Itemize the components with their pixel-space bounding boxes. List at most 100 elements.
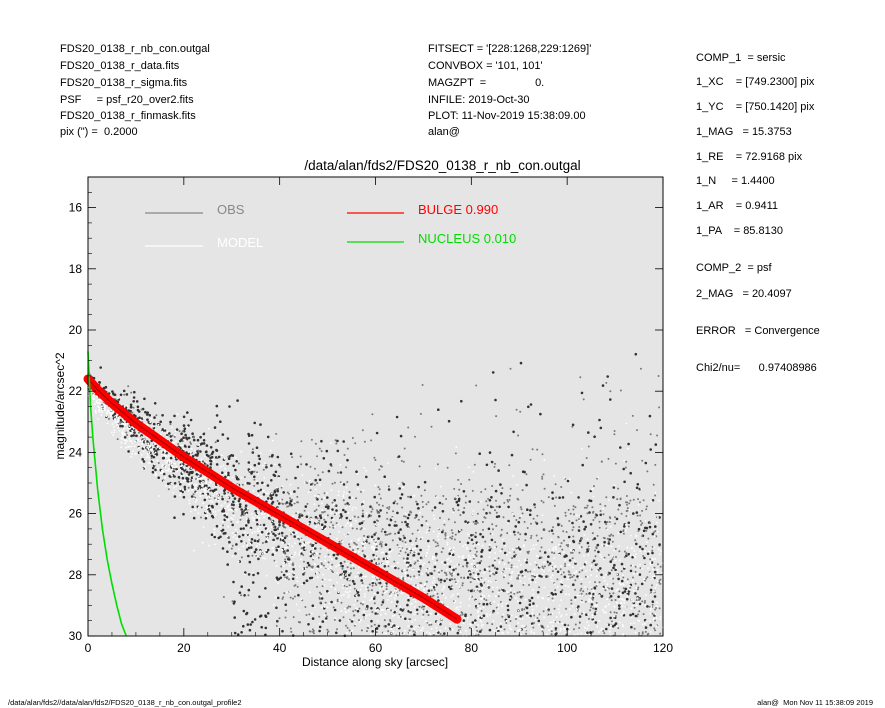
- obs-point: [250, 538, 254, 541]
- obs-point: [177, 443, 180, 445]
- obs-point: [485, 599, 488, 602]
- obs-point: [320, 593, 323, 595]
- model-point: [162, 464, 164, 466]
- param-line: 1_YC = [750.1420] pix: [696, 101, 815, 113]
- obs-point: [581, 612, 583, 615]
- obs-point: [557, 523, 560, 527]
- model-point: [297, 511, 299, 513]
- model-point: [586, 576, 589, 578]
- obs-point: [402, 534, 405, 537]
- model-point: [415, 631, 418, 633]
- obs-point: [525, 606, 529, 610]
- model-point: [172, 466, 174, 469]
- obs-point: [466, 541, 470, 545]
- obs-point: [321, 471, 324, 474]
- obs-point: [658, 581, 661, 584]
- model-point: [437, 527, 440, 530]
- obs-point: [192, 438, 196, 442]
- obs-point: [519, 361, 523, 365]
- obs-point: [475, 626, 478, 628]
- obs-point: [494, 509, 496, 512]
- model-point: [624, 523, 627, 526]
- model-point: [380, 608, 382, 611]
- model-point: [632, 604, 635, 607]
- obs-point: [296, 501, 299, 504]
- model-point: [328, 578, 331, 581]
- obs-point: [497, 595, 500, 598]
- model-point: [376, 576, 378, 579]
- model-point: [338, 599, 341, 602]
- model-point: [123, 405, 126, 408]
- model-point: [523, 544, 525, 546]
- model-point: [628, 589, 631, 591]
- model-point: [90, 392, 93, 395]
- obs-point: [526, 558, 528, 561]
- model-point: [288, 543, 290, 546]
- obs-point: [320, 597, 324, 600]
- obs-point: [452, 509, 455, 512]
- model-point: [159, 433, 162, 436]
- obs-point: [448, 565, 452, 568]
- model-point: [657, 548, 660, 551]
- model-point: [234, 457, 237, 459]
- model-point: [370, 633, 372, 636]
- obs-point: [209, 466, 212, 469]
- model-point: [432, 577, 435, 579]
- model-point: [120, 441, 123, 444]
- obs-point: [564, 514, 567, 517]
- model-point: [559, 572, 562, 574]
- obs-point: [508, 464, 511, 467]
- obs-point: [211, 450, 215, 454]
- model-point: [424, 555, 427, 558]
- obs-point: [644, 630, 647, 633]
- model-point: [654, 613, 657, 616]
- model-point: [269, 534, 272, 536]
- model-point: [269, 449, 272, 452]
- model-point: [560, 579, 563, 582]
- obs-point: [558, 620, 561, 623]
- obs-point: [442, 547, 444, 550]
- obs-point: [620, 512, 623, 515]
- model-point: [197, 472, 200, 474]
- obs-point: [135, 434, 138, 438]
- model-point: [374, 539, 377, 542]
- obs-point: [305, 579, 309, 582]
- obs-point: [221, 547, 225, 550]
- obs-point: [515, 618, 517, 620]
- model-point: [509, 627, 511, 630]
- model-point: [197, 512, 200, 515]
- obs-point: [436, 559, 439, 562]
- obs-point: [439, 622, 442, 626]
- obs-point: [521, 608, 524, 610]
- obs-point: [409, 618, 412, 621]
- obs-point: [363, 534, 366, 537]
- model-point: [204, 489, 207, 492]
- model-point: [320, 560, 322, 563]
- model-point: [208, 488, 211, 491]
- obs-point: [202, 432, 206, 436]
- model-point: [363, 527, 366, 530]
- model-point: [339, 525, 342, 528]
- obs-point: [451, 553, 455, 556]
- obs-point: [402, 578, 405, 581]
- obs-point: [209, 512, 212, 514]
- obs-point: [559, 545, 562, 548]
- obs-point: [494, 462, 496, 465]
- model-point: [402, 548, 405, 551]
- obs-point: [570, 602, 573, 605]
- model-point: [321, 514, 324, 517]
- obs-point: [614, 547, 617, 550]
- model-point: [201, 484, 204, 487]
- model-point: [234, 528, 237, 531]
- model-point: [601, 544, 603, 547]
- model-point: [411, 620, 414, 623]
- obs-point: [233, 616, 236, 619]
- model-point: [497, 627, 500, 630]
- obs-point: [520, 570, 524, 573]
- obs-point: [557, 535, 560, 538]
- model-point: [307, 523, 309, 525]
- model-point: [276, 486, 278, 489]
- obs-point: [309, 543, 312, 546]
- model-point: [206, 515, 208, 517]
- obs-point: [255, 446, 259, 450]
